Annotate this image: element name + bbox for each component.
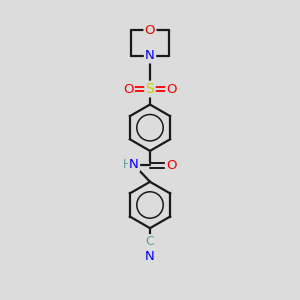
Text: H: H	[123, 158, 131, 171]
Text: O: O	[166, 159, 177, 172]
Text: S: S	[146, 82, 154, 96]
Text: O: O	[145, 24, 155, 37]
Text: O: O	[123, 82, 134, 96]
Text: O: O	[167, 82, 177, 96]
Text: C: C	[146, 235, 154, 248]
Text: N: N	[145, 49, 155, 62]
Text: N: N	[129, 158, 139, 171]
Text: N: N	[145, 250, 155, 263]
